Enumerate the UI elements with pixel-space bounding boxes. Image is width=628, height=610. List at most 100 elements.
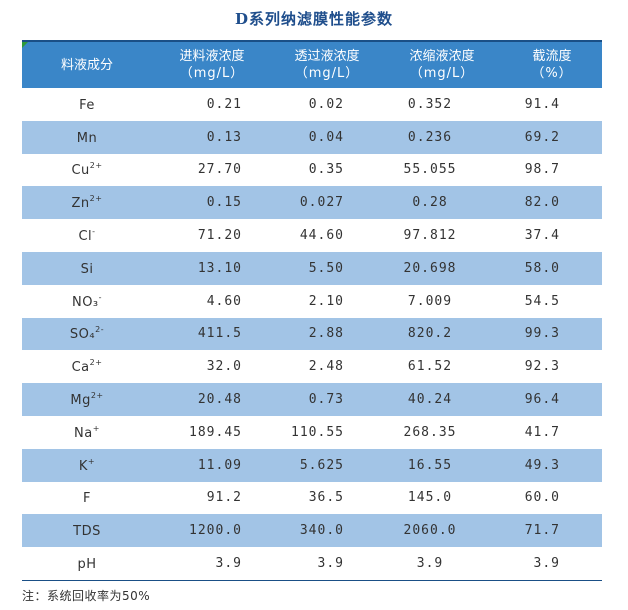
cell-concentrate-value: 7.009 [407,293,453,309]
cell-concentrate: 0.352 [382,97,502,112]
cell-feed: 13.10 [152,261,272,276]
cell-component: Mg2+ [22,391,152,408]
cell-concentrate: 0.28 [382,195,502,210]
header-permeate-unit: （mg/L） [294,66,360,81]
cell-concentrate-value: 40.24 [407,392,453,408]
header-feed-unit: （mg/L） [179,66,245,81]
cell-component: K+ [22,457,152,474]
cell-permeate-value: 2.88 [308,326,344,342]
cell-rejection-value: 91.4 [524,96,560,112]
cell-feed: 0.15 [152,195,272,210]
cell-permeate: 110.55 [272,425,382,440]
cell-component: pH [22,555,152,572]
cell-permeate: 36.5 [272,490,382,505]
cell-permeate-value: 2.48 [308,359,344,375]
cell-permeate: 0.35 [272,162,382,177]
cell-permeate-value: 2.10 [308,293,344,309]
cell-rejection-value: 3.9 [533,556,560,572]
cell-permeate: 44.60 [272,228,382,243]
cell-permeate-value: 0.73 [308,392,344,408]
cell-rejection: 99.3 [502,326,602,341]
cell-rejection: 98.7 [502,162,602,177]
cell-component: Cl- [22,227,152,244]
table-row: SO₄2- 411.5 2.88 820.2 99.3 [22,317,602,351]
ion-charge: 2+ [90,391,104,401]
cell-rejection: 54.5 [502,294,602,309]
ion-charge: 2+ [89,194,103,204]
cell-rejection-value: 98.7 [524,162,560,178]
cell-concentrate-value: 20.698 [403,260,457,276]
cell-concentrate: 16.55 [382,458,502,473]
cell-feed: 20.48 [152,392,272,407]
cell-concentrate: 268.35 [382,425,502,440]
cell-component-value: Cl [78,229,93,245]
footnote: 注：系统回收率为50% [22,589,151,603]
ion-charge: - [98,292,103,302]
cell-feed-value: 13.10 [197,260,242,276]
table-row: K+ 11.09 5.625 16.55 49.3 [22,448,602,482]
table-row: Mg2+ 20.48 0.73 40.24 96.4 [22,383,602,416]
table-title: D系列纳滤膜性能参数 [234,10,393,28]
cell-feed: 4.60 [152,294,272,309]
table-row: TDS 1200.0 340.0 2060.0 71.7 [22,514,602,548]
cell-component: Na+ [22,424,152,441]
cell-rejection-value: 71.7 [524,523,560,539]
cell-component-value: pH [77,557,97,573]
table-row: pH 3.9 3.9 3.9 3.9 [22,547,602,580]
cell-feed-value: 3.9 [215,556,242,572]
cell-concentrate-value: 0.236 [407,129,453,145]
cell-feed-value: 20.48 [197,392,242,408]
header-component-label: 料液成分 [60,57,113,73]
header-rejection-unit: （%） [531,66,573,81]
cell-permeate: 0.02 [272,97,382,112]
cell-rejection-value: 96.4 [524,392,560,408]
cell-feed: 3.9 [152,556,272,571]
cell-permeate-value: 5.625 [299,457,344,473]
cell-component-value: Mg [70,393,91,409]
cell-concentrate-value: 820.2 [407,326,453,342]
cell-feed-value: 4.60 [206,293,242,309]
data-table: 料液成分 进料液浓度 （mg/L） 透过液浓度 （mg/L） 浓缩液浓度 （mg… [22,40,602,581]
cell-concentrate-value: 145.0 [407,490,453,506]
cell-concentrate: 40.24 [382,392,502,407]
table-row: Na+ 189.45 110.55 268.35 41.7 [22,415,602,449]
ion-charge: 2- [95,325,105,335]
cell-concentrate: 61.52 [382,359,502,374]
cell-concentrate-value: 55.055 [403,162,457,178]
header-permeate: 透过液浓度 （mg/L） [272,42,382,88]
cell-feed: 11.09 [152,458,272,473]
cell-rejection-value: 82.0 [524,195,560,211]
cell-permeate-value: 0.35 [308,162,344,178]
cell-component-value: Si [80,261,94,277]
cell-concentrate: 820.2 [382,326,502,341]
cell-component: SO₄2- [22,325,152,342]
cell-feed: 71.20 [152,228,272,243]
cell-feed: 411.5 [152,326,272,341]
cell-rejection: 60.0 [502,490,602,505]
cell-feed: 189.45 [152,425,272,440]
cell-permeate: 0.73 [272,392,382,407]
cell-component: Fe [22,96,152,113]
cell-permeate-value: 3.9 [317,556,344,572]
cell-feed: 27.70 [152,162,272,177]
cell-component-value: Cu [71,163,90,179]
cell-feed-value: 1200.0 [189,523,242,539]
table-row: Fe 0.21 0.02 0.352 91.4 [22,88,602,121]
cell-feed-value: 11.09 [197,457,242,473]
cell-feed: 1200.0 [152,523,272,538]
cell-concentrate-value: 3.9 [416,556,444,572]
header-concentrate-unit: （mg/L） [409,66,475,81]
ion-charge: + [92,423,100,433]
cell-component-value: Mn [76,130,98,146]
header-permeate-label: 透过液浓度 [294,49,360,64]
cell-rejection: 91.4 [502,97,602,112]
cell-permeate: 2.48 [272,359,382,374]
cell-permeate: 2.10 [272,294,382,309]
cell-concentrate: 3.9 [382,556,502,571]
cell-rejection: 37.4 [502,228,602,243]
table-row: Cl- 71.20 44.60 97.812 37.4 [22,219,602,252]
cell-feed-value: 27.70 [197,162,242,178]
cell-feed: 0.21 [152,97,272,112]
header-rejection: 截流度 （%） [502,42,602,88]
cell-concentrate: 97.812 [382,228,502,243]
